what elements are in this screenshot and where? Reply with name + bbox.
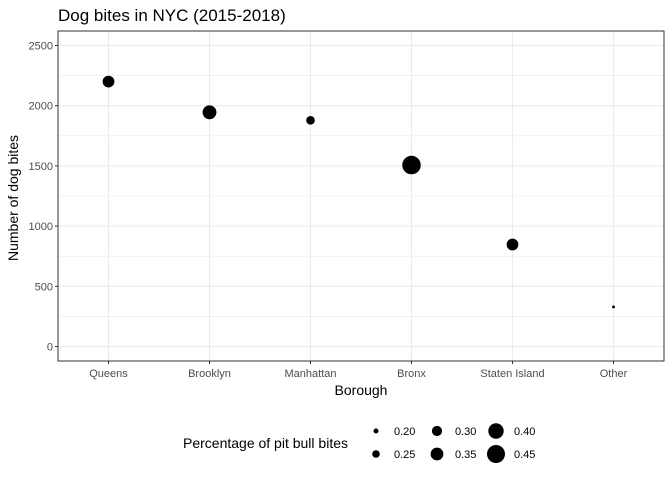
legend-label: 0.20 [394, 426, 415, 438]
legend-key [373, 428, 379, 434]
data-point [306, 116, 315, 125]
legend-key [431, 425, 443, 437]
plot-panel-border [57, 30, 665, 362]
chart-title: Dog bites in NYC (2015-2018) [58, 6, 286, 25]
legend-key [488, 423, 504, 439]
data-point [506, 238, 519, 251]
x-tick-label: Bronx [397, 368, 426, 380]
legend-label: 0.35 [455, 449, 476, 461]
grid [58, 31, 664, 361]
y-tick-label: 1500 [29, 161, 53, 173]
legend-label: 0.40 [514, 426, 535, 438]
x-tick-label: Queens [89, 368, 128, 380]
data-points [102, 75, 615, 309]
legend-label: 0.45 [514, 449, 535, 461]
y-tick-label: 1000 [29, 221, 53, 233]
legend: 0.20 0.25 0.30 0.35 0.40 0.45 [372, 423, 535, 463]
x-axis-title: Borough [335, 382, 388, 398]
legend-key [430, 447, 444, 461]
data-point [402, 155, 421, 175]
x-tick-label: Manhattan [285, 368, 337, 380]
x-tick-label: Staten Island [480, 368, 544, 380]
y-tick-label: 2500 [29, 40, 53, 52]
data-point [102, 75, 115, 88]
legend-label: 0.30 [455, 426, 476, 438]
y-tick-label: 2000 [29, 101, 53, 113]
y-tick-label: 0 [47, 342, 53, 354]
data-point [202, 105, 217, 120]
legend-key [487, 445, 505, 463]
data-point [612, 305, 615, 309]
legend-key [372, 450, 380, 458]
axis-ticks: 0 500 1000 1500 2000 2500 Queens Brooklyn Manhat… [29, 40, 628, 380]
legend-label: 0.25 [394, 449, 415, 461]
x-tick-label: Other [600, 368, 628, 380]
legend-title: Percentage of pit bull bites [183, 435, 348, 451]
x-tick-label: Brooklyn [188, 368, 231, 380]
y-axis-title: Number of dog bites [5, 135, 21, 261]
y-tick-label: 500 [35, 281, 53, 293]
